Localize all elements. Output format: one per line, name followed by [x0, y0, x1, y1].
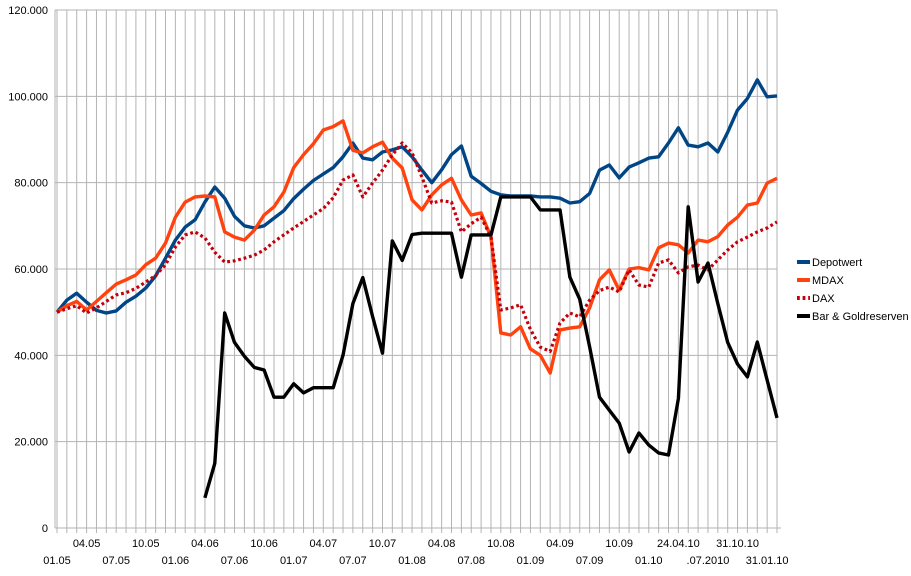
x-tick-label-row2: 01.10: [635, 555, 663, 567]
y-tick-label: 80.000: [14, 178, 48, 190]
y-tick-label: 40.000: [14, 350, 48, 362]
x-tick-label-row2: 07.06: [221, 555, 249, 567]
y-tick-label: 0: [42, 523, 48, 535]
legend-item: MDAX: [797, 275, 844, 287]
x-tick-label-row2: 01.09: [517, 555, 545, 567]
x-tick-label-row1: 10.07: [369, 538, 397, 550]
x-tick-label-row1: 10.09: [605, 538, 633, 550]
gridlines: [55, 9, 778, 529]
legend-label: Depotwert: [812, 257, 862, 269]
series-lines: [55, 78, 779, 499]
x-tick-label-row1: 04.05: [73, 538, 101, 550]
y-tick-label: 100.000: [8, 91, 48, 103]
series-line-bar-goldreserven: [203, 195, 779, 499]
x-tick-label-row2: 01.06: [162, 555, 190, 567]
series-line-dax: [56, 141, 778, 353]
x-tick-label-row1: 04.09: [546, 538, 574, 550]
x-tick-label-row1: 04.07: [310, 538, 338, 550]
x-tick-label-row2: 01.07: [280, 555, 308, 567]
x-tick-label-row1: 04.06: [191, 538, 219, 550]
legend-label: Bar & Goldreserven: [812, 311, 909, 323]
x-tick-label-row2: 07.05: [102, 555, 130, 567]
x-tick-label-row2: 07.09: [576, 555, 604, 567]
legend-item: DAX: [797, 293, 835, 305]
series-line-depotwert: [55, 78, 778, 315]
x-tick-label-row1: 04.08: [428, 538, 456, 550]
y-tick-label: 120.000: [8, 5, 48, 17]
x-tick-label-row1: 10.05: [132, 538, 160, 550]
legend: Depotwert MDAX DAX Bar & Goldreserven: [797, 257, 909, 323]
y-axis-labels: 120.000 100.000 80.000 60.000 40.000 20.000 0: [8, 5, 48, 535]
legend-label: DAX: [812, 293, 835, 305]
legend-label: MDAX: [812, 275, 844, 287]
x-tick-label-row2: 01.08: [398, 555, 426, 567]
x-tick-label-row2: .07.2010: [687, 555, 730, 567]
x-tick-label-row1: 31.10.10: [716, 538, 759, 550]
x-tick-label-row2: 07.08: [457, 555, 485, 567]
legend-item: Bar & Goldreserven: [797, 311, 909, 323]
legend-item: Depotwert: [797, 257, 862, 269]
x-tick-label-row1: 10.08: [487, 538, 515, 550]
x-tick-label-row1: 24.04.10: [657, 538, 700, 550]
y-tick-label: 20.000: [14, 437, 48, 449]
x-tick-label-row2: 01.05: [43, 555, 71, 567]
x-tick-label-row1: 10.06: [250, 538, 278, 550]
x-axis-labels: 04.05 10.05 04.06 10.06 04.07 10.07 04.08 10.08…: [43, 538, 788, 567]
x-tick-label-row2: 07.07: [339, 555, 367, 567]
x-tick-label-row2: 31.01.10: [746, 555, 789, 567]
y-tick-label: 60.000: [14, 264, 48, 276]
series-line-mdax: [56, 119, 778, 375]
axes: [54, 10, 781, 533]
